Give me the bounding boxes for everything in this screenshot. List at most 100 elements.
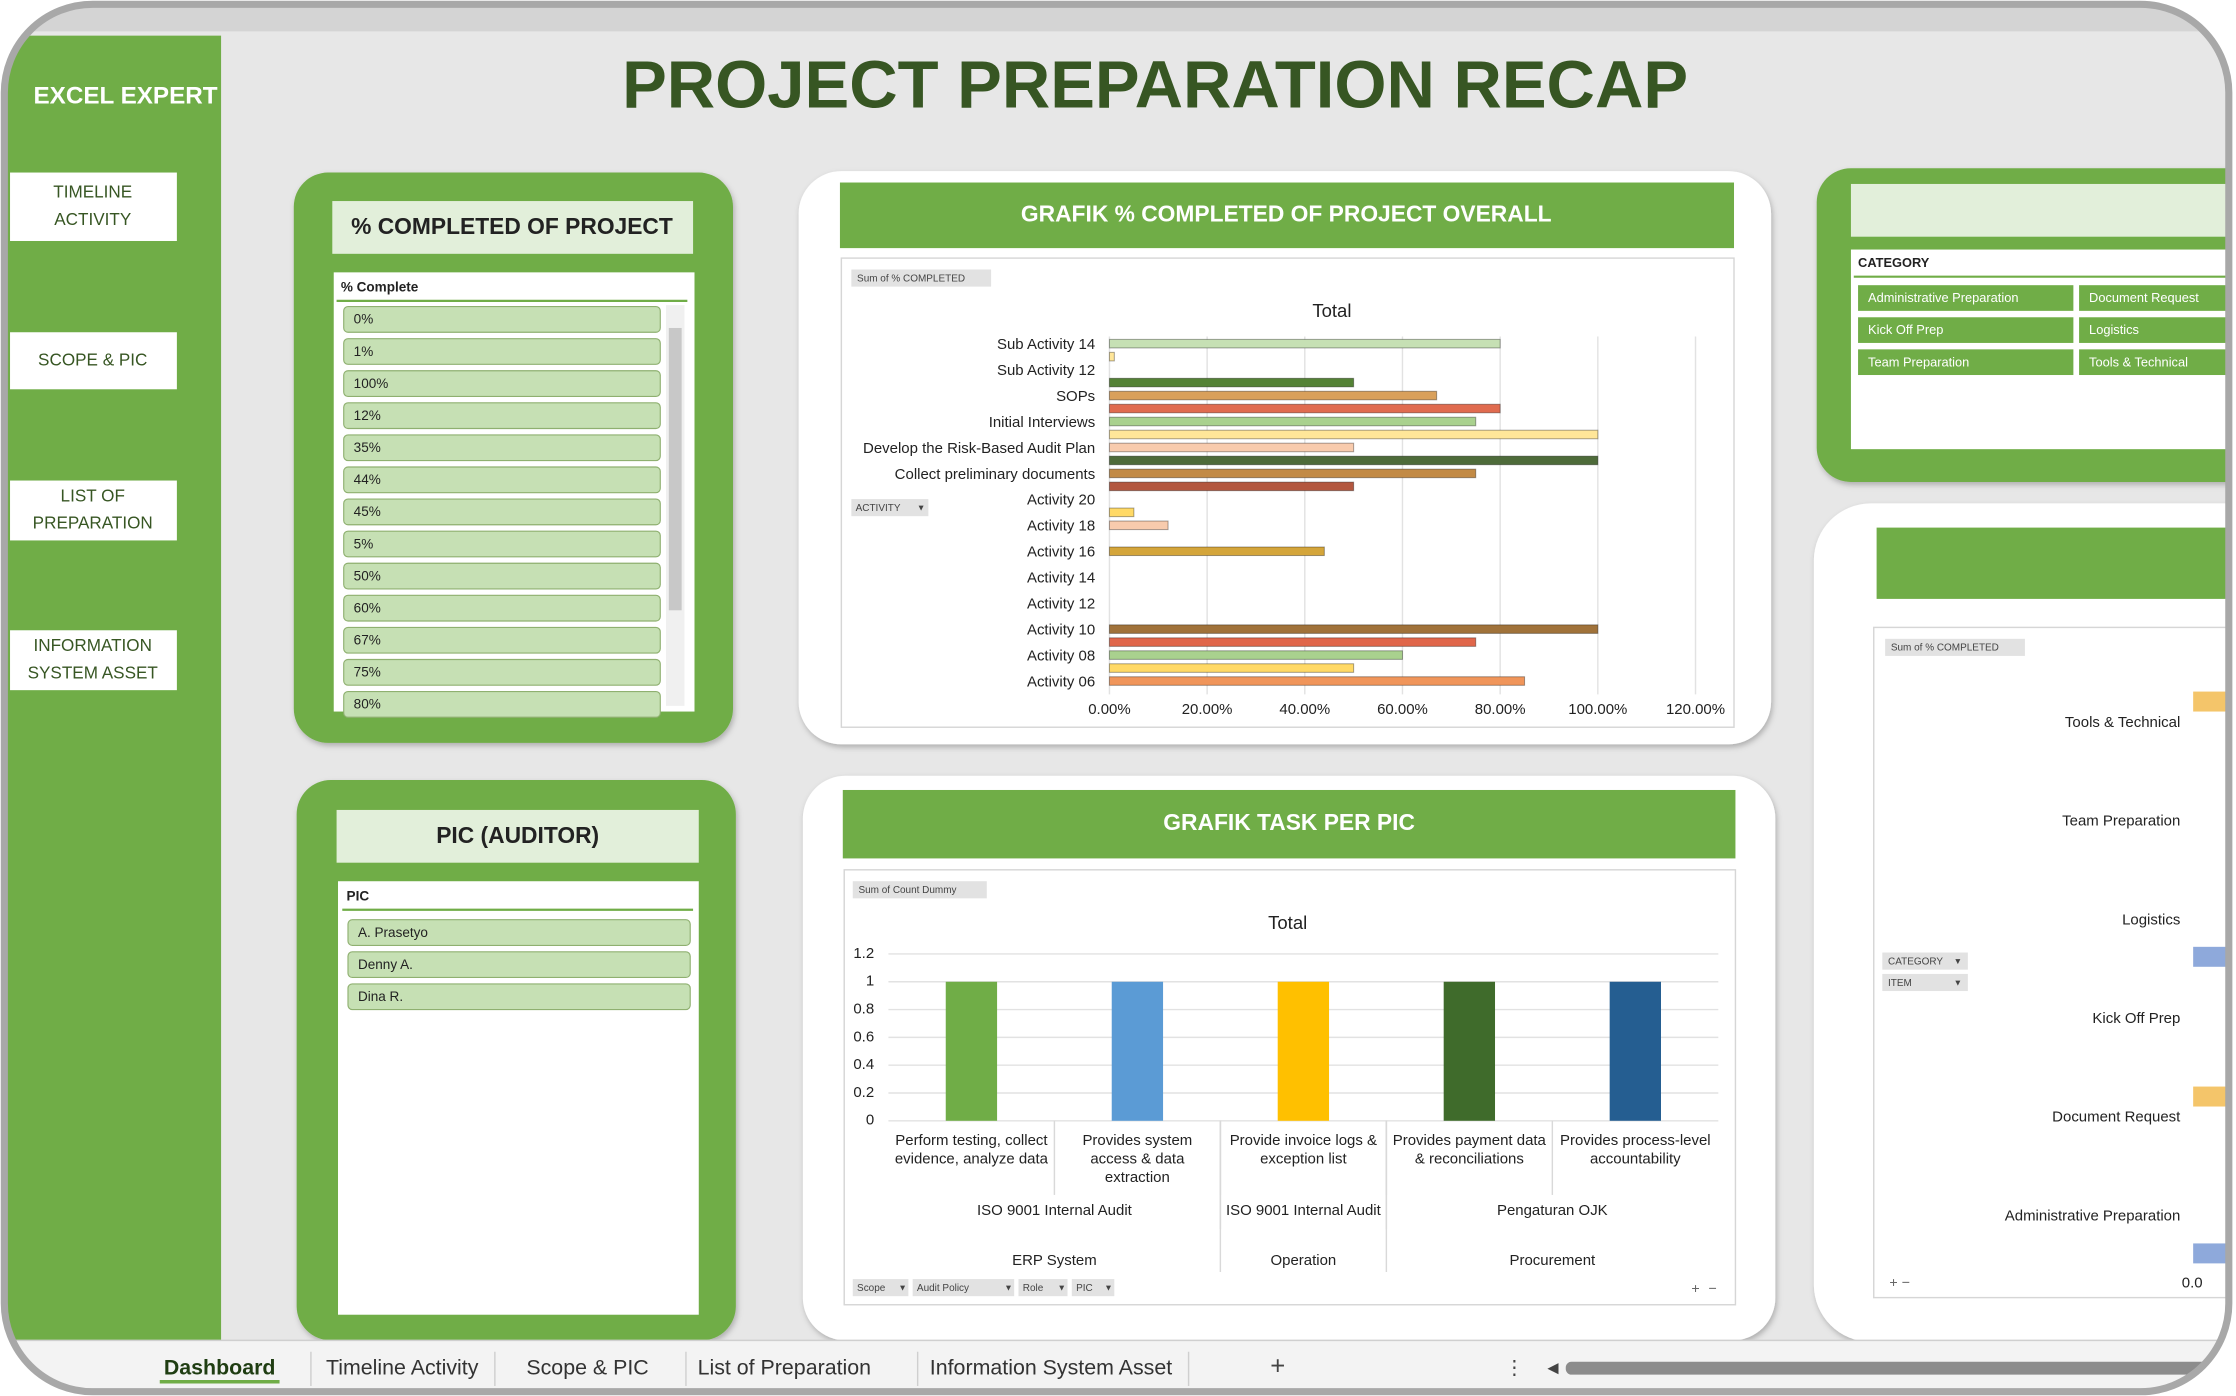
slicer-item[interactable] xyxy=(343,306,661,333)
nav-label[interactable]: SYSTEM ASSET xyxy=(28,663,159,682)
slicer-item-label[interactable]: 45% xyxy=(354,504,381,519)
field-button-label[interactable]: ACTIVITY xyxy=(856,503,901,514)
slicer-item[interactable] xyxy=(343,370,661,397)
slicer-item-label[interactable]: 67% xyxy=(354,633,381,648)
field-button-label[interactable]: Scope xyxy=(857,1283,886,1294)
slicer-item-label[interactable]: 1% xyxy=(354,344,374,359)
slicer-item[interactable] xyxy=(343,434,661,462)
nav-button[interactable] xyxy=(10,172,177,241)
y-tick-label: Kick Off Prep xyxy=(2092,1010,2180,1027)
bar xyxy=(1277,981,1330,1121)
slicer-item[interactable] xyxy=(343,466,661,494)
slicer-item[interactable] xyxy=(1858,349,2074,376)
slicer-item[interactable] xyxy=(343,562,661,590)
slicer-item-label[interactable]: 35% xyxy=(354,440,381,455)
field-button[interactable] xyxy=(1071,1279,1115,1297)
slicer-item-label[interactable]: 75% xyxy=(354,665,381,680)
field-button-label[interactable]: PIC xyxy=(1076,1283,1093,1294)
slicer-item-label[interactable]: Kick Off Prep xyxy=(1868,322,1943,337)
dropdown-arrow[interactable]: ▼ xyxy=(1954,977,1962,987)
nav-label[interactable]: PREPARATION xyxy=(33,514,153,533)
slicer-item-label[interactable]: Denny A. xyxy=(358,957,413,972)
dropdown-arrow[interactable]: ▼ xyxy=(1004,1283,1012,1293)
slicer-item-label[interactable]: 44% xyxy=(354,472,381,487)
slicer-item-label[interactable]: Tools & Technical xyxy=(2089,354,2188,369)
field-button-label[interactable]: Role xyxy=(1023,1283,1044,1294)
x-tick-label: 60.00% xyxy=(1377,701,1428,718)
slicer-item[interactable] xyxy=(2079,349,2236,376)
sheet-tab[interactable]: Timeline Activity xyxy=(326,1356,479,1380)
dropdown-arrow[interactable]: ▼ xyxy=(1954,956,1962,966)
y-tick-label: Sub Activity 14 xyxy=(997,336,1095,353)
sheet-tab[interactable]: Information System Asset xyxy=(930,1356,1172,1380)
field-button[interactable] xyxy=(852,1279,909,1297)
scroll-left[interactable]: ◀ xyxy=(1547,1361,1558,1377)
slicer-item-label[interactable]: 80% xyxy=(354,697,381,712)
dropdown-arrow[interactable]: ▼ xyxy=(917,503,925,513)
slicer-item[interactable] xyxy=(1858,285,2074,311)
nav-label[interactable]: TIMELINE xyxy=(53,183,132,202)
sheet-tab[interactable]: Scope & PIC xyxy=(526,1356,648,1380)
new-sheet-button[interactable]: + xyxy=(1270,1352,1285,1380)
h-scrollbar[interactable] xyxy=(1565,1361,2222,1375)
collapse-button[interactable]: − xyxy=(1708,1281,1716,1297)
slicer-item-label[interactable]: Logistics xyxy=(2089,322,2139,337)
sheet-tab[interactable]: List of Preparation xyxy=(698,1356,871,1380)
slicer-item[interactable] xyxy=(343,658,661,686)
slicer-item-label[interactable]: Dina R. xyxy=(358,989,403,1004)
slicer-item-label[interactable]: 100% xyxy=(354,376,389,391)
nav-button[interactable] xyxy=(10,332,177,390)
field-button[interactable] xyxy=(1018,1279,1068,1297)
y-tick-label: Activity 12 xyxy=(1027,596,1095,613)
clipped-bar xyxy=(2193,1243,2229,1264)
slicer-item-label[interactable]: 12% xyxy=(354,408,381,423)
slicer-title: PIC (AUDITOR) xyxy=(436,822,599,848)
field-button-label[interactable]: ITEM xyxy=(1888,978,1912,989)
scroll-thumb[interactable] xyxy=(668,327,682,611)
slicer-item[interactable] xyxy=(343,498,661,526)
field-button[interactable] xyxy=(1882,952,1968,970)
nav-button[interactable] xyxy=(10,630,177,691)
slicer-item[interactable] xyxy=(343,530,661,558)
slicer-item-label[interactable]: A. Prasetyo xyxy=(358,925,428,940)
slicer-item-label[interactable]: Document Request xyxy=(2089,290,2199,305)
field-button[interactable] xyxy=(851,499,929,517)
slicer-item-label[interactable]: 5% xyxy=(354,536,374,551)
slicer-item-label[interactable]: Team Preparation xyxy=(1868,354,1969,369)
slicer-item[interactable] xyxy=(347,983,691,1011)
slicer-item[interactable] xyxy=(1858,317,2074,343)
nav-label[interactable]: INFORMATION xyxy=(33,636,152,655)
clipped-bar xyxy=(2193,946,2229,967)
expand-button[interactable]: + xyxy=(1691,1281,1699,1297)
slicer-item-label[interactable]: Administrative Preparation xyxy=(1868,290,2018,305)
slicer-item[interactable] xyxy=(343,626,661,654)
slicer-item[interactable] xyxy=(2079,285,2236,311)
nav-label[interactable]: LIST OF xyxy=(61,486,125,505)
nav-button[interactable] xyxy=(10,480,177,541)
nav-label[interactable]: ACTIVITY xyxy=(54,210,132,229)
slicer-item-label[interactable]: 50% xyxy=(354,568,381,583)
top-strip xyxy=(4,4,2229,32)
nav-label[interactable]: SCOPE & PIC xyxy=(38,350,147,369)
slicer-item[interactable] xyxy=(2079,317,2236,343)
y-tick-label: 0.4 xyxy=(853,1056,874,1073)
more-button[interactable]: ⋮ xyxy=(1504,1357,1524,1379)
slicer-item[interactable] xyxy=(347,919,691,946)
dropdown-arrow[interactable]: ▼ xyxy=(898,1283,906,1293)
slicer-item[interactable] xyxy=(343,691,661,718)
field-button[interactable] xyxy=(912,1279,1015,1297)
dropdown-arrow[interactable]: ▼ xyxy=(1058,1283,1066,1293)
sheet-tab[interactable]: Dashboard xyxy=(164,1356,276,1380)
field-button-label[interactable]: CATEGORY xyxy=(1888,956,1943,967)
slicer-item[interactable] xyxy=(347,951,691,979)
slicer-item[interactable] xyxy=(343,594,661,622)
field-button-label[interactable]: Audit Policy xyxy=(917,1283,969,1294)
expand-button[interactable]: + − xyxy=(1889,1275,1910,1291)
y-tick-label: Tools & Technical xyxy=(2065,714,2180,731)
slicer-item[interactable] xyxy=(343,338,661,365)
slicer-item-label[interactable]: 60% xyxy=(354,600,381,615)
slicer-item-label[interactable]: 0% xyxy=(354,312,374,327)
slicer-item[interactable] xyxy=(343,402,661,430)
field-button[interactable] xyxy=(1882,973,1968,992)
dropdown-arrow[interactable]: ▼ xyxy=(1104,1283,1112,1293)
